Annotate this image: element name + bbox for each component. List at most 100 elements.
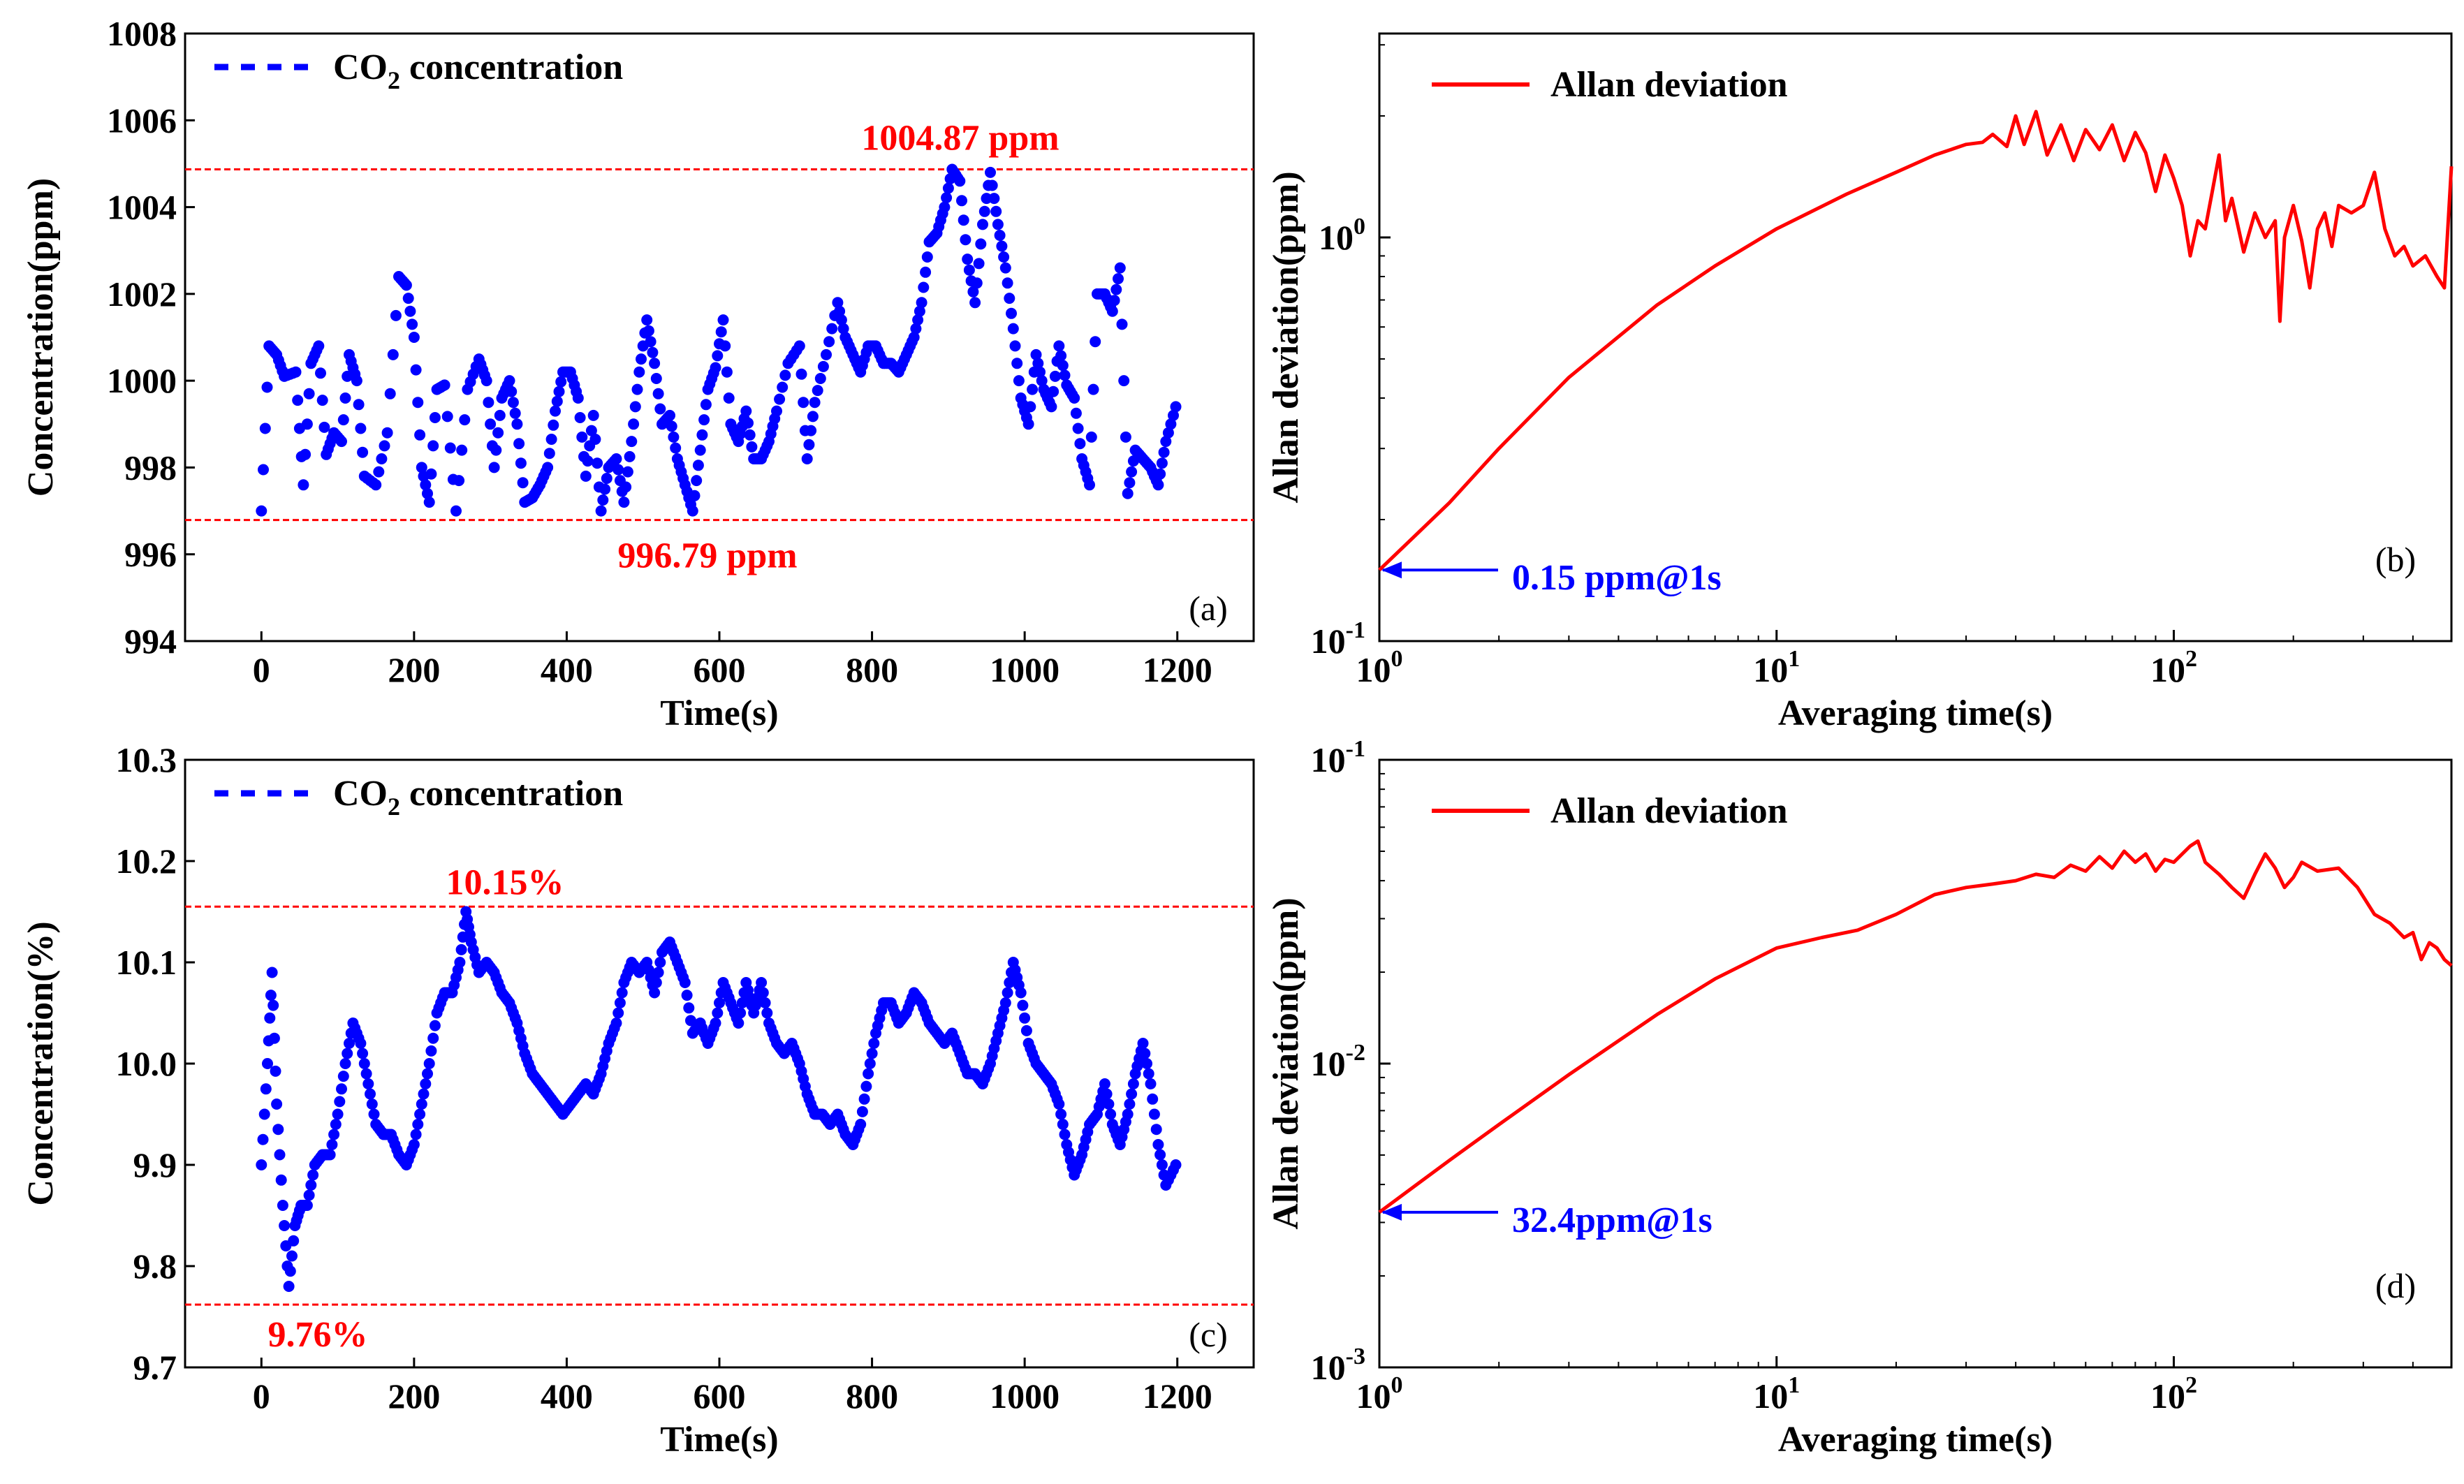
data-point — [406, 318, 418, 330]
data-point — [912, 314, 924, 326]
data-point — [423, 497, 435, 508]
data-point — [698, 414, 710, 426]
data-point — [1147, 1093, 1159, 1105]
x-tick-label: 100 — [1356, 646, 1403, 689]
data-point — [272, 1124, 284, 1136]
data-point — [1158, 446, 1170, 458]
data-point — [1124, 1099, 1136, 1110]
data-point — [998, 251, 1010, 263]
data-point — [259, 423, 271, 434]
legend: CO2 concentration — [214, 47, 623, 94]
data-point — [761, 1007, 773, 1019]
x-tick-label: 0 — [253, 650, 270, 689]
data-point — [315, 367, 326, 379]
data-point — [1154, 1149, 1166, 1161]
data-point — [492, 427, 504, 439]
x-tick-label: 102 — [2150, 646, 2197, 689]
data-point — [266, 967, 278, 978]
data-point — [759, 997, 771, 1008]
data-point — [647, 346, 659, 358]
data-point — [1017, 999, 1029, 1011]
data-point — [456, 444, 468, 456]
data-point — [1090, 336, 1101, 348]
data-point — [1150, 1124, 1162, 1136]
data-point — [1027, 383, 1039, 395]
data-point — [908, 332, 920, 343]
data-point — [427, 1032, 439, 1044]
data-point — [336, 436, 347, 448]
data-point — [649, 358, 661, 369]
x-tick-label: 600 — [694, 1376, 746, 1416]
data-point — [313, 340, 325, 352]
data-point — [360, 1068, 372, 1080]
data-point — [381, 427, 393, 439]
x-axis-label: Averaging time(s) — [1778, 1420, 2053, 1460]
data-point — [303, 388, 315, 399]
data-point — [441, 411, 453, 423]
data-point — [1152, 479, 1164, 491]
y-axis-label: Allan deviation(ppm) — [1266, 171, 1306, 503]
y-tick-label: 10-3 — [1311, 1344, 1365, 1387]
data-point — [509, 407, 521, 419]
data-point — [914, 305, 925, 317]
data-point — [679, 977, 691, 988]
data-point — [633, 366, 645, 378]
data-point — [425, 468, 437, 480]
y-tick-label: 10.0 — [116, 1044, 177, 1083]
y-tick-label: 10-2 — [1311, 1040, 1365, 1083]
data-point — [641, 314, 653, 326]
data-point — [994, 230, 1006, 241]
data-point — [618, 497, 630, 508]
data-point — [992, 219, 1004, 230]
data-point — [624, 450, 636, 462]
panel-d-allan-deviation-percent: 100 101 102 10-3 10-2 10-1 Averaging time(s) Al… — [1266, 736, 2453, 1460]
data-point — [550, 405, 561, 417]
data-point — [1007, 323, 1019, 335]
data-point — [1009, 340, 1021, 352]
data-point — [918, 281, 930, 293]
data-point — [292, 395, 304, 406]
legend-label: Allan deviation — [1550, 65, 1788, 105]
data-point — [960, 234, 971, 246]
y-tick-label: 10.3 — [116, 740, 177, 779]
x-tick-label: 1000 — [990, 650, 1059, 689]
annotation-text: 0.15 ppm@1s — [1512, 558, 1722, 598]
data-point — [629, 401, 641, 413]
y-tick-label: 996 — [124, 535, 177, 574]
data-point — [1170, 401, 1182, 413]
data-point — [408, 332, 420, 343]
data-point — [1059, 1129, 1071, 1140]
data-point — [694, 444, 706, 456]
data-point — [423, 1058, 435, 1069]
x-tick-label: 400 — [541, 1376, 593, 1416]
data-point — [1124, 477, 1136, 489]
data-point — [334, 1096, 346, 1108]
data-point — [1087, 383, 1099, 395]
x-axis-label: Time(s) — [660, 1420, 778, 1460]
y-tick-label: 994 — [124, 622, 177, 661]
data-point — [610, 1018, 622, 1029]
data-point — [404, 305, 416, 317]
data-point — [985, 166, 996, 178]
data-point — [990, 205, 1002, 217]
data-point — [268, 1032, 280, 1044]
data-point — [318, 421, 330, 433]
reference-label-min: 9.76% — [268, 1315, 368, 1355]
data-point — [422, 487, 433, 499]
data-point — [548, 419, 559, 431]
data-point — [504, 375, 515, 387]
data-point — [683, 1002, 695, 1014]
data-point — [416, 462, 427, 473]
data-point — [444, 442, 456, 454]
data-point — [543, 448, 555, 460]
data-point — [1025, 401, 1036, 413]
data-point — [368, 1108, 380, 1120]
data-point — [999, 262, 1011, 274]
data-point — [1148, 1108, 1160, 1120]
data-point — [613, 464, 624, 476]
data-point — [542, 462, 554, 473]
data-point — [587, 409, 599, 421]
data-point — [777, 381, 789, 393]
legend-label: CO2 concentration — [333, 774, 623, 821]
data-point — [650, 373, 662, 384]
